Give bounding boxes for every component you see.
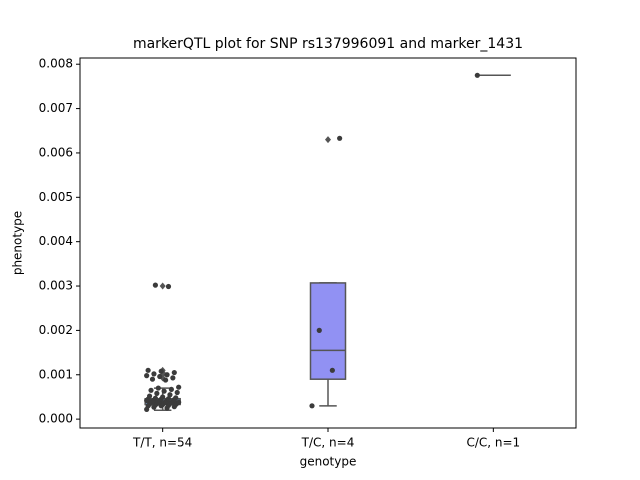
strip-point [152, 395, 158, 401]
strip-point [145, 367, 151, 373]
strip-point [149, 376, 156, 382]
y-tick-label: 0.006 [39, 145, 73, 159]
chart-title: markerQTL plot for SNP rs137996091 and m… [133, 36, 523, 52]
strip-point [157, 373, 163, 380]
flier [159, 282, 166, 290]
y-tick-label: 0.008 [39, 57, 73, 71]
strip-point [174, 389, 180, 396]
strip-point [168, 386, 174, 393]
strip-point [337, 135, 343, 141]
strip-point [160, 394, 166, 400]
strip-point [154, 390, 160, 396]
strip-point [176, 399, 182, 405]
strip-point [148, 387, 154, 393]
y-tick-label: 0.007 [39, 101, 73, 115]
y-tick-label: 0.000 [39, 412, 73, 426]
strip-point [165, 396, 172, 402]
strip-point [165, 283, 172, 290]
y-axis-label: phenotype [11, 211, 25, 275]
flier [325, 136, 331, 144]
strip-point [146, 393, 153, 399]
strip-point [474, 72, 480, 78]
strip-point [144, 373, 150, 379]
strip-point [164, 372, 170, 378]
y-tick-label: 0.003 [39, 279, 73, 293]
strip-point [329, 367, 335, 373]
strip-point [316, 327, 322, 333]
strip-point [173, 395, 179, 401]
y-tick-label: 0.002 [39, 323, 73, 337]
x-tick-label: C/C, n=1 [466, 436, 520, 450]
strip-point [152, 282, 158, 288]
strip-point [155, 385, 161, 391]
y-tick-label: 0.004 [39, 234, 73, 248]
x-axis-label: genotype [300, 455, 357, 469]
y-tick-label: 0.005 [39, 190, 73, 204]
x-tick-label: T/C, n=4 [301, 436, 355, 450]
strip-point [162, 377, 169, 383]
y-tick-label: 0.001 [39, 367, 73, 381]
strip-point [176, 384, 182, 390]
strip-point [158, 368, 164, 374]
strip-point [161, 388, 167, 394]
box [309, 282, 347, 380]
strip-point [309, 403, 315, 409]
strip-point [151, 371, 157, 377]
strip-point [167, 392, 173, 398]
strip-point [171, 369, 177, 376]
strip-point [170, 375, 176, 381]
x-tick-label: T/T, n=54 [132, 436, 192, 450]
